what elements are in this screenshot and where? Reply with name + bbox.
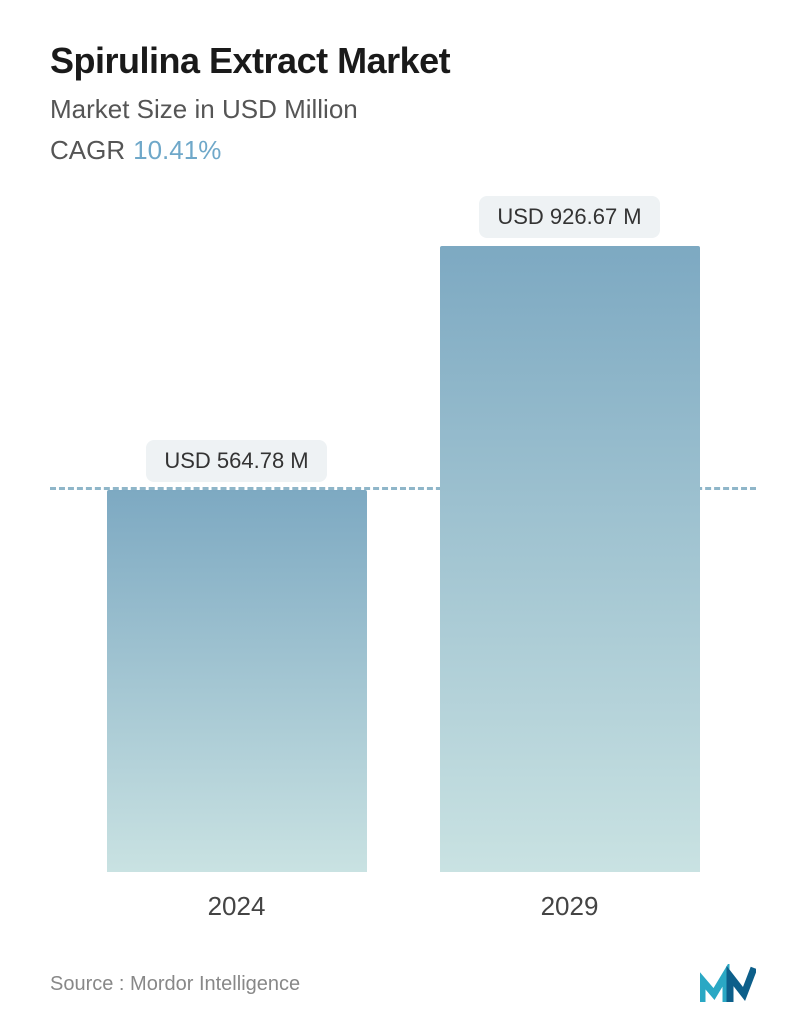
- bar-value-label: USD 564.78 M: [146, 440, 326, 482]
- brand-logo-icon: [700, 964, 756, 1004]
- x-axis-label: 2024: [107, 891, 367, 922]
- chart-plot: USD 564.78 M USD 926.67 M: [50, 196, 756, 872]
- bars-container: USD 564.78 M USD 926.67 M: [50, 196, 756, 872]
- chart-title: Spirulina Extract Market: [50, 40, 756, 82]
- bar-slot: USD 926.67 M: [440, 196, 700, 872]
- chart-footer: Source : Mordor Intelligence: [50, 952, 756, 1004]
- cagr-value: 10.41%: [133, 135, 221, 165]
- chart-subtitle: Market Size in USD Million: [50, 94, 756, 125]
- bar: [107, 490, 367, 872]
- cagr-row: CAGR 10.41%: [50, 135, 756, 166]
- x-axis-labels: 2024 2029: [50, 891, 756, 922]
- bar-value-label: USD 926.67 M: [479, 196, 659, 238]
- x-axis-label: 2029: [440, 891, 700, 922]
- bar: [440, 246, 700, 872]
- source-text: Source : Mordor Intelligence: [50, 973, 300, 996]
- cagr-label: CAGR: [50, 135, 125, 165]
- chart-card: Spirulina Extract Market Market Size in …: [0, 0, 796, 1034]
- chart-area: USD 564.78 M USD 926.67 M 2024 2029: [50, 196, 756, 952]
- bar-slot: USD 564.78 M: [107, 196, 367, 872]
